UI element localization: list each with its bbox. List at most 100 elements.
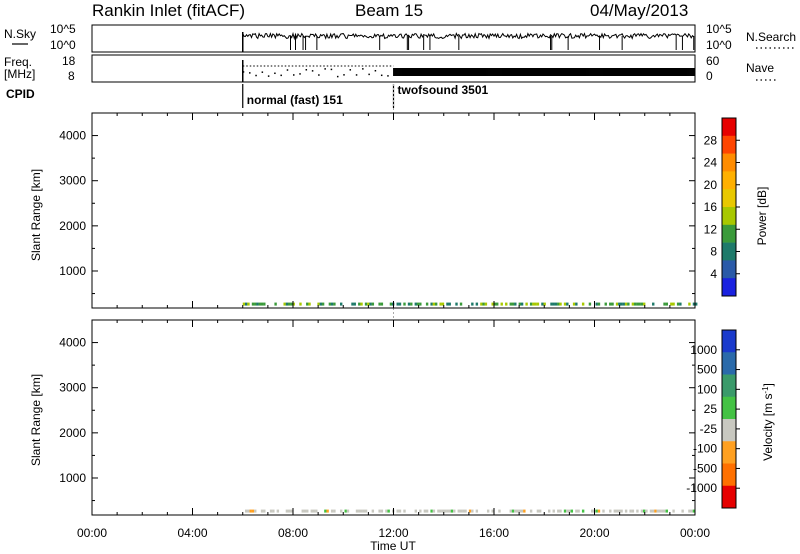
nave-tick-top: 60 — [706, 54, 720, 68]
heatmap-cell — [439, 302, 442, 306]
heatmap-cell — [254, 302, 257, 306]
heatmap-cell — [245, 302, 248, 306]
heatmap-cell — [328, 302, 332, 306]
heatmap-cell — [611, 302, 614, 306]
heatmap-cell — [518, 302, 522, 306]
power-ylabel: Slant Range [km] — [29, 169, 43, 261]
heatmap-cell — [283, 302, 286, 306]
heatmap-cell — [572, 302, 576, 306]
heatmap-cell — [679, 302, 682, 306]
cpid-mode-label: twofsound 3501 — [398, 83, 489, 97]
heatmap-cell — [369, 302, 372, 306]
velocity-heatmap — [245, 509, 696, 513]
heatmap-cell — [360, 302, 363, 306]
heatmap-cell — [441, 302, 445, 306]
heatmap-cell — [455, 302, 458, 306]
freq-dot — [280, 74, 282, 77]
heatmap-cell — [525, 302, 528, 306]
heatmap-cell — [247, 302, 250, 306]
heatmap-cell — [554, 302, 558, 306]
freq-dot — [249, 72, 251, 74]
heatmap-cell — [446, 302, 449, 306]
heatmap-cell — [430, 302, 433, 306]
nsky-line — [242, 31, 695, 41]
nsky-tick-bottom: 10^0 — [50, 38, 76, 52]
heatmap-cell — [353, 302, 356, 306]
heatmap-cell — [321, 302, 325, 306]
power-heatmap — [242, 302, 698, 306]
heatmap-cell — [396, 302, 399, 306]
heatmap-cell — [491, 302, 494, 306]
heatmap-cell — [299, 302, 302, 306]
freq-dot — [324, 68, 326, 70]
heatmap-cell — [500, 302, 503, 306]
heatmap-cell — [672, 302, 675, 306]
heatmap-cell — [563, 302, 567, 306]
y-tick-label: 3000 — [59, 174, 86, 188]
heatmap-cell — [670, 302, 673, 306]
heatmap-cell — [475, 302, 479, 306]
heatmap-cell — [260, 302, 264, 306]
heatmap-cell — [419, 302, 422, 306]
heatmap-cell — [552, 302, 555, 306]
heatmap-cell — [665, 302, 669, 306]
heatmap-cell — [496, 302, 499, 306]
heatmap-cell — [636, 302, 639, 306]
freq-dot — [267, 75, 270, 77]
heatmap-cell — [414, 302, 418, 306]
heatmap-cell — [663, 302, 666, 306]
heatmap-cell — [627, 302, 630, 306]
heatmap-cell — [308, 302, 311, 306]
heatmap-cell — [287, 302, 291, 306]
freq-dot — [311, 70, 314, 72]
heatmap-cell — [285, 302, 289, 306]
y-tick-label: 4000 — [59, 129, 86, 143]
freq-label: Freq. — [4, 55, 32, 69]
heatmap-cell — [541, 302, 544, 306]
heatmap-cell — [434, 302, 438, 306]
freq-dot — [336, 75, 339, 78]
heatmap-cell — [557, 302, 560, 306]
heatmap-cell — [550, 302, 553, 306]
y-tick-label: 2000 — [59, 219, 86, 233]
heatmap-cell — [618, 302, 621, 306]
nsky-panel-frame — [91, 24, 696, 53]
freq-dot — [368, 73, 370, 76]
freq-dot — [299, 73, 301, 75]
heatmap-cell — [511, 302, 515, 306]
heatmap-cell — [339, 302, 343, 306]
heatmap-cell — [480, 302, 483, 306]
freq-tick-bottom: 8 — [68, 69, 75, 83]
heatmap-cell — [588, 302, 592, 306]
heatmap-cell — [371, 302, 375, 306]
heatmap-cell — [317, 302, 320, 306]
heatmap-cell — [597, 302, 601, 306]
freq-unit: [MHz] — [4, 67, 35, 81]
heatmap-cell — [575, 302, 578, 306]
heatmap-cell — [529, 302, 533, 306]
freq-dot — [261, 71, 264, 73]
heatmap-cell — [604, 302, 607, 306]
heatmap-cell — [256, 302, 259, 306]
beam-title: Beam 15 — [355, 1, 423, 20]
cpid-mode-label: normal (fast) 151 — [247, 93, 343, 107]
heatmap-cell — [622, 302, 626, 306]
freq-dot — [374, 69, 377, 72]
cpid-marks: normal (fast) 151 twofsound 3501 — [242, 83, 489, 515]
heatmap-cell — [638, 302, 641, 306]
heatmap-cell — [520, 302, 524, 306]
freq-dot — [274, 72, 276, 75]
heatmap-cell — [333, 302, 336, 306]
heatmap-cell — [536, 302, 540, 306]
heatmap-cell — [692, 302, 696, 306]
heatmap-cell — [482, 302, 485, 306]
heatmap-cell — [631, 302, 635, 306]
nsky-trace — [242, 31, 695, 52]
heatmap-cell — [633, 302, 637, 306]
velocity-panel-bg — [92, 320, 695, 515]
power-panel-bg — [92, 113, 695, 308]
heatmap-cell — [581, 302, 585, 306]
heatmap-cell — [459, 302, 463, 306]
power-axes: 4000 3000 2000 1000 — [59, 113, 696, 308]
heatmap-cell — [389, 302, 393, 306]
